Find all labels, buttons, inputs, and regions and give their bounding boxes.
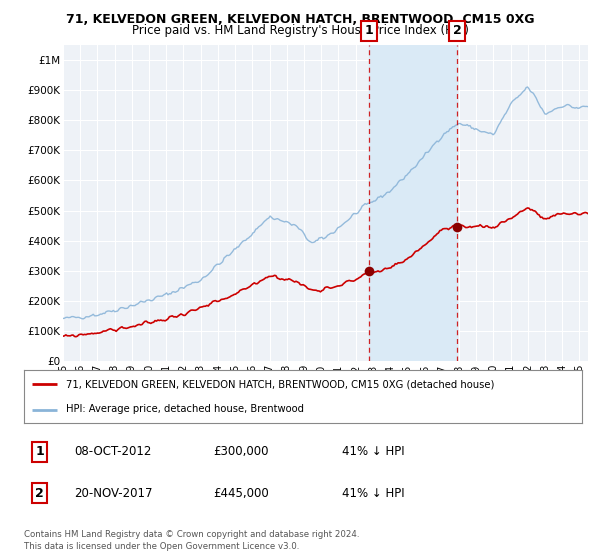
Text: 1: 1 [35, 445, 44, 458]
Text: 2: 2 [35, 487, 44, 500]
Text: Contains HM Land Registry data © Crown copyright and database right 2024.
This d: Contains HM Land Registry data © Crown c… [24, 530, 359, 551]
Text: 71, KELVEDON GREEN, KELVEDON HATCH, BRENTWOOD, CM15 0XG (detached house): 71, KELVEDON GREEN, KELVEDON HATCH, BREN… [66, 380, 494, 390]
Text: 08-OCT-2012: 08-OCT-2012 [74, 445, 152, 458]
Text: 2: 2 [452, 24, 461, 38]
Text: 71, KELVEDON GREEN, KELVEDON HATCH, BRENTWOOD, CM15 0XG: 71, KELVEDON GREEN, KELVEDON HATCH, BREN… [66, 13, 534, 26]
Text: Price paid vs. HM Land Registry's House Price Index (HPI): Price paid vs. HM Land Registry's House … [131, 24, 469, 38]
Text: 41% ↓ HPI: 41% ↓ HPI [342, 445, 404, 458]
Text: HPI: Average price, detached house, Brentwood: HPI: Average price, detached house, Bren… [66, 404, 304, 414]
Bar [369, 45, 457, 361]
Text: 41% ↓ HPI: 41% ↓ HPI [342, 487, 404, 500]
Text: 1: 1 [365, 24, 373, 38]
Text: £300,000: £300,000 [214, 445, 269, 458]
Text: 20-NOV-2017: 20-NOV-2017 [74, 487, 153, 500]
Text: £445,000: £445,000 [214, 487, 269, 500]
